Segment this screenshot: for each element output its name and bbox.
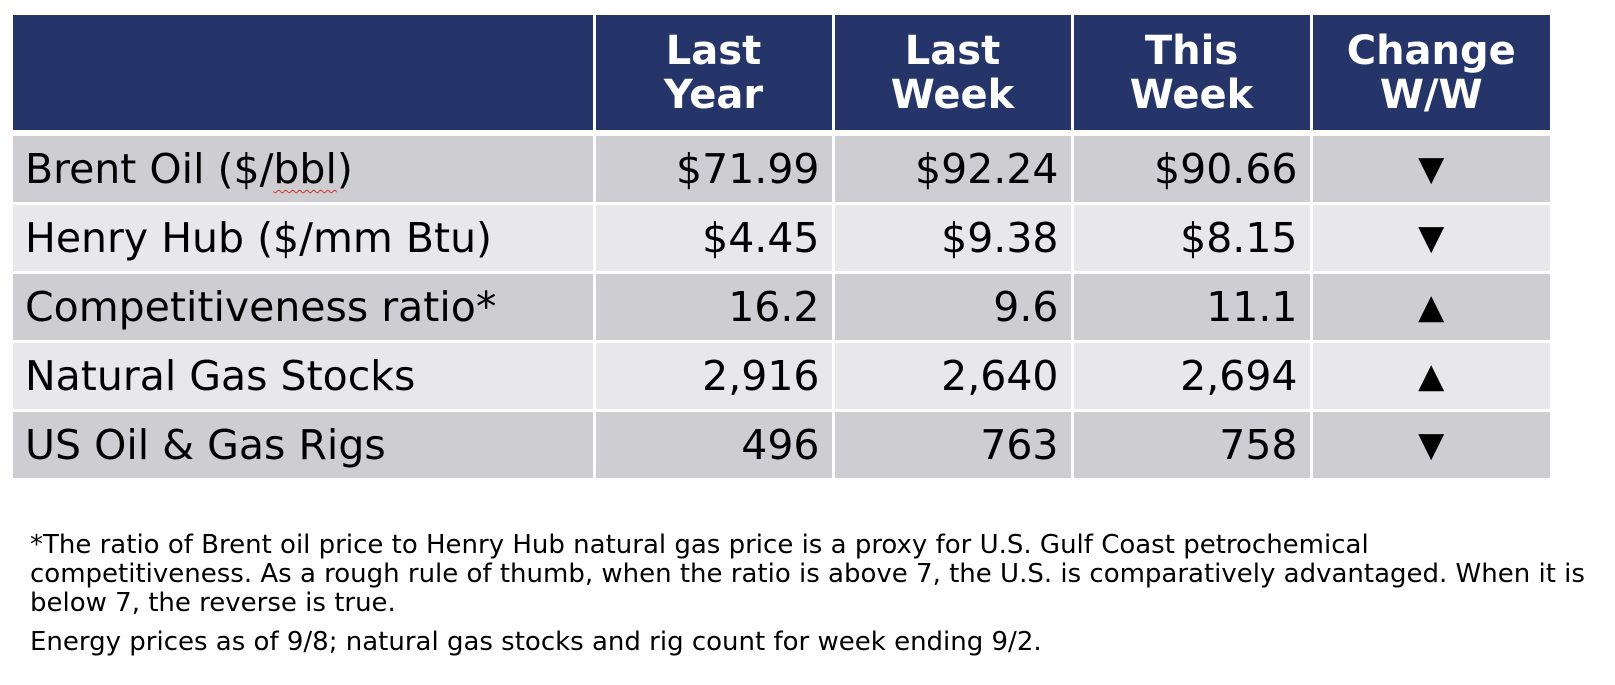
row-label: Henry Hub ($/mm Btu) xyxy=(13,203,596,274)
footnote: *The ratio of Brent oil price to Henry H… xyxy=(30,530,1585,618)
cell-this-week: 2,694 xyxy=(1072,341,1313,412)
change-arrow-icon: ▼ xyxy=(1311,410,1550,481)
change-arrow-icon: ▼ xyxy=(1311,133,1550,205)
table-row: Natural Gas Stocks 2,916 2,640 2,694 ▲ xyxy=(13,341,1550,412)
cell-last-week: 2,640 xyxy=(833,341,1074,412)
energy-prices-table: Last Year Last Week This Week Change W/W… xyxy=(13,15,1550,481)
cell-last-year: $4.45 xyxy=(594,203,835,274)
cell-last-week: 9.6 xyxy=(833,272,1074,343)
cell-last-year: 496 xyxy=(594,410,835,481)
dates-note: Energy prices as of 9/8; natural gas sto… xyxy=(30,627,1042,657)
cell-last-week: 763 xyxy=(833,410,1074,481)
header-change-ww: Change W/W xyxy=(1311,15,1550,136)
header-row: Last Year Last Week This Week Change W/W xyxy=(13,15,1550,136)
row-label: Competitiveness ratio* xyxy=(13,272,596,343)
cell-last-week: $92.24 xyxy=(833,133,1074,205)
cell-this-week: 11.1 xyxy=(1072,272,1313,343)
row-label: Natural Gas Stocks xyxy=(13,341,596,412)
row-label-text: Henry Hub ($/mm Btu) xyxy=(25,214,493,262)
table-row: Brent Oil ($/bbl) $71.99 $92.24 $90.66 ▼ xyxy=(13,133,1550,205)
row-label-text: Brent Oil ($/ xyxy=(25,145,274,193)
cell-last-year: 16.2 xyxy=(594,272,835,343)
cell-this-week: $90.66 xyxy=(1072,133,1313,205)
cell-last-week: $9.38 xyxy=(833,203,1074,274)
row-label-text-end: ) xyxy=(336,145,353,193)
header-cell-blank xyxy=(13,15,596,136)
change-arrow-icon: ▼ xyxy=(1311,203,1550,274)
spellcheck-word: bbl xyxy=(273,145,337,193)
change-arrow-icon: ▲ xyxy=(1311,272,1550,343)
table-row: Competitiveness ratio* 16.2 9.6 11.1 ▲ xyxy=(13,272,1550,343)
cell-last-year: $71.99 xyxy=(594,133,835,205)
table-row: Henry Hub ($/mm Btu) $4.45 $9.38 $8.15 ▼ xyxy=(13,203,1550,274)
cell-this-week: $8.15 xyxy=(1072,203,1313,274)
row-label: US Oil & Gas Rigs xyxy=(13,410,596,481)
header-this-week: This Week xyxy=(1072,15,1313,136)
row-label-text: US Oil & Gas Rigs xyxy=(25,421,386,469)
row-label-text: Natural Gas Stocks xyxy=(25,352,416,400)
table-row: US Oil & Gas Rigs 496 763 758 ▼ xyxy=(13,410,1550,481)
header-last-year: Last Year xyxy=(594,15,835,136)
cell-last-year: 2,916 xyxy=(594,341,835,412)
change-arrow-icon: ▲ xyxy=(1311,341,1550,412)
cell-this-week: 758 xyxy=(1072,410,1313,481)
header-last-week: Last Week xyxy=(833,15,1074,136)
row-label: Brent Oil ($/bbl) xyxy=(13,133,596,205)
row-label-text: Competitiveness ratio* xyxy=(25,283,497,331)
